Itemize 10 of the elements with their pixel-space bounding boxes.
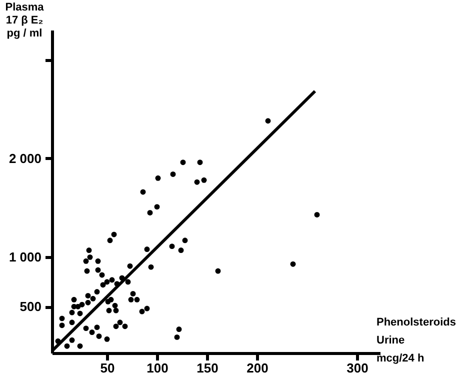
y-axis-title: Plasma 17 β E₂ pg / ml [5, 2, 45, 40]
x-axis-title: Phenolsteroids Urine mcg/24 h [376, 316, 456, 364]
x-tick-label: 200 [246, 360, 268, 376]
x-tick-label: 150 [196, 360, 218, 376]
y-tick-label: 2 000 [8, 150, 42, 166]
x-tick-label: 50 [100, 360, 115, 376]
x-tick-label: 300 [346, 360, 368, 376]
x-tick-label: 100 [146, 360, 168, 376]
y-tick-label: 500 [20, 299, 42, 314]
y-tick-label: 1 000 [8, 250, 42, 265]
